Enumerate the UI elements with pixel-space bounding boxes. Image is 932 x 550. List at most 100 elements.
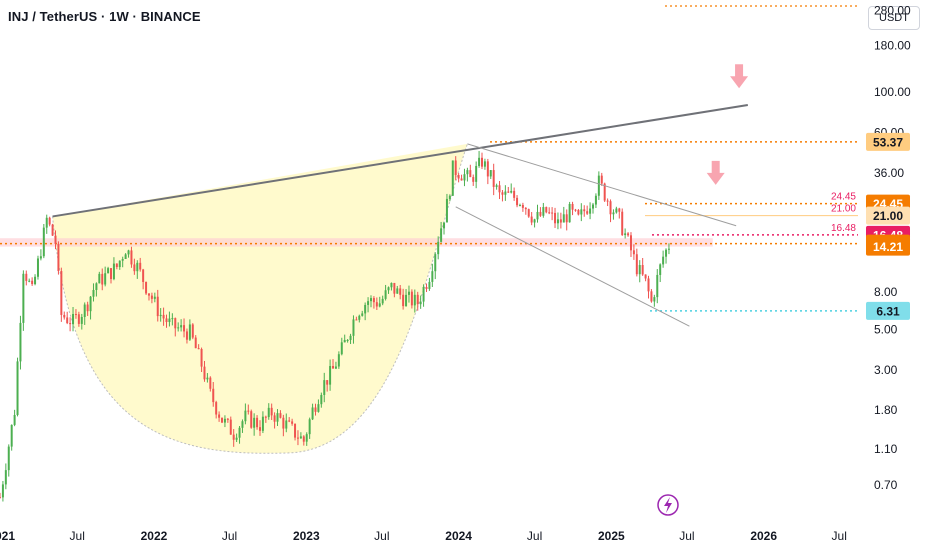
x-tick-label: Jul [374,529,389,543]
candle-body [562,214,565,223]
candle-body [337,354,340,367]
candle-body [638,265,641,275]
candle-body [574,209,577,211]
candle-body [399,288,402,295]
candle-body [536,211,539,220]
candle-body [396,288,399,294]
candle-body [22,273,25,323]
candle-body [367,301,370,305]
candle-body [571,203,574,210]
level-text-21.00: 21.00 [831,204,856,215]
candle-body [258,427,261,431]
candle-body [188,324,191,340]
candle-body [200,349,203,367]
lightning-icon [664,497,672,513]
candle-body [156,296,159,317]
price-tag-53.37 [866,132,910,151]
candle-body [247,410,250,412]
down-arrow-icon [706,160,725,185]
candle-body [57,243,60,272]
candle-body [185,331,188,340]
price-tag-21.00 [866,206,910,225]
candle-body [215,402,218,415]
x-tick-label: 2022 [141,529,168,543]
rising-resistance-trendline[interactable] [52,103,748,218]
candle-body [583,209,586,212]
lightning-badge[interactable] [657,494,679,516]
candle-body [448,195,451,199]
candle-body [609,201,612,215]
candle-body [545,207,548,213]
candle-body [320,394,323,405]
candle-body [565,214,568,223]
candle-body [174,318,177,329]
candle-body [589,208,592,214]
candle-body [352,319,355,336]
candle-body [197,348,200,350]
candle-body [530,216,533,223]
candle-body [662,256,665,265]
candle-body [83,304,86,317]
candle-body [285,420,288,429]
candle-body [577,210,580,215]
currency-button[interactable]: USDT [868,6,920,30]
candle-body [454,160,457,176]
y-tick-label: 180.00 [874,39,911,53]
candle-body [451,160,454,196]
candle-body [364,304,367,314]
candle-body [381,298,384,304]
candle-body [39,256,42,259]
candle-body [667,248,670,250]
candle-body [250,411,253,428]
level-text-16.48: 16.48 [831,223,856,234]
candle-body [340,342,343,355]
candle-body [66,317,69,324]
candle-body [34,276,37,285]
candle-body [183,325,186,332]
y-tick-label: 1.10 [874,442,898,456]
y-tick-label: 5.00 [874,322,898,336]
candle-body [533,219,536,223]
falling-channel-upper-line[interactable] [467,143,737,227]
candle-body [115,263,118,267]
candle-body [632,250,635,255]
x-tick-label: 2026 [750,529,777,543]
candle-body [314,407,317,412]
candle-body [89,296,92,312]
candle-body [74,314,77,316]
candle-body [226,418,229,420]
price-tag-14.21 [866,237,910,256]
candle-body [28,280,31,282]
candle-body [291,421,294,424]
candle-body [527,209,530,217]
candle-body [603,183,606,201]
candle-body [282,417,285,429]
candle-body [86,304,89,312]
x-tick-label: Jul [832,529,847,543]
candle-body [98,273,101,284]
candle-body [492,170,495,187]
candle-body [387,287,390,291]
candle-body [118,260,121,267]
candle-body [405,294,408,307]
candle-body [504,191,507,195]
price-tag-6.31 [866,301,910,320]
y-tick-label: 100.00 [874,85,911,99]
x-tick-label: Jul [70,529,85,543]
candle-body [586,211,589,214]
candle-body [510,190,513,193]
candle-body [294,423,297,438]
candle-body [606,200,609,202]
candle-body [63,314,66,318]
candle-body [597,175,600,196]
candle-body [229,419,232,435]
falling-channel-lower-line[interactable] [455,206,690,327]
candle-body [568,203,571,223]
x-tick-label: 2025 [598,529,625,543]
price-tag-text: 6.31 [876,304,900,318]
candle-body [618,208,621,212]
candle-body [665,249,668,257]
candle-body [349,335,352,340]
candle-body [580,209,583,215]
